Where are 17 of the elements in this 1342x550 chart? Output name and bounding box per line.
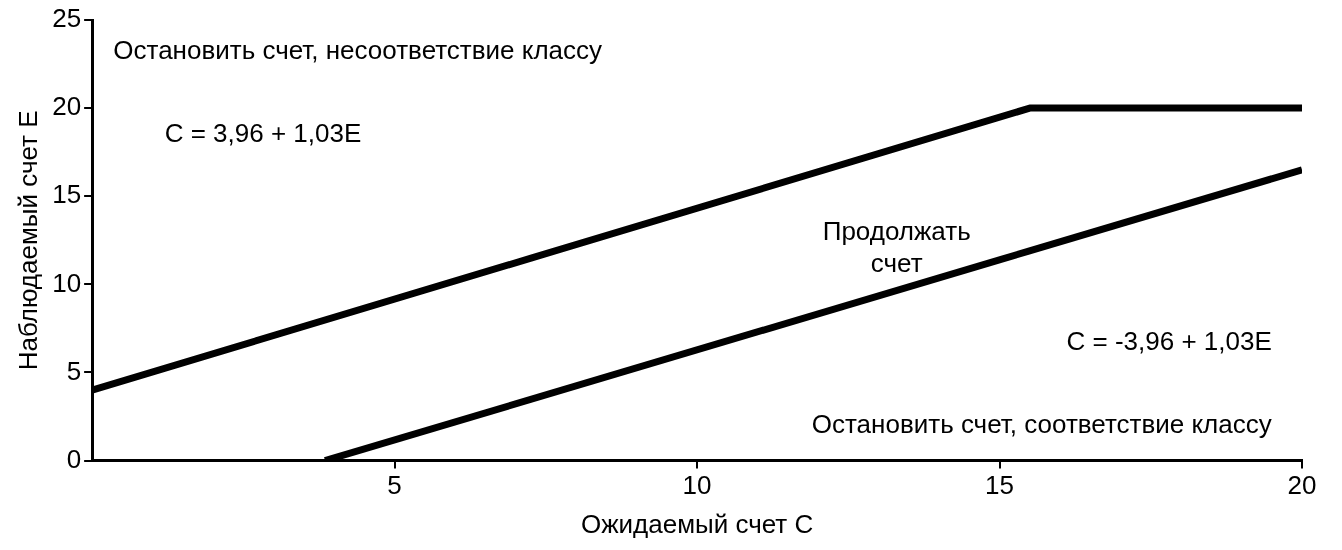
annotation: Остановить счет, несоответствие классу [113,34,603,65]
x-tick-label: 15 [985,470,1014,501]
annotation: Продолжать счет [822,216,971,279]
annotation: Остановить счет, соответствие классу [811,408,1272,439]
y-tick-label: 5 [66,355,82,386]
annotation: C = -3,96 + 1,03E [1066,325,1272,356]
y-tick-label: 10 [52,267,82,298]
y-axis-title: Наблюдаемый счет E [12,110,43,371]
y-tick-label: 15 [52,179,82,210]
x-tick-label: 10 [682,470,712,501]
x-axis-title: Ожидаемый счет C [580,508,814,539]
y-tick-label: 25 [52,3,82,34]
x-tick-label: 20 [1287,470,1317,501]
x-tick-label: 5 [387,470,402,501]
y-tick-label: 0 [66,443,82,474]
annotation: C = 3,96 + 1,03E [164,117,362,148]
y-tick-label: 20 [52,91,82,122]
